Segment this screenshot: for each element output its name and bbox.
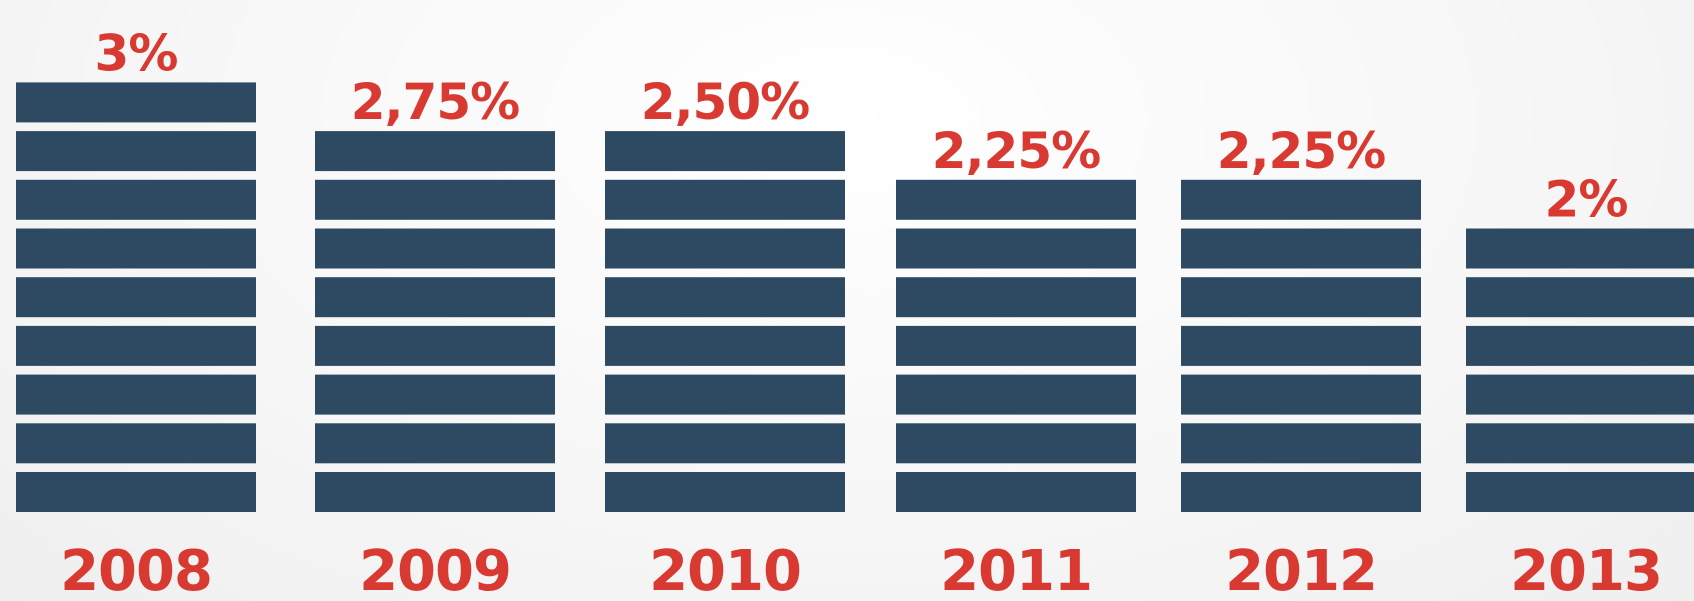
x-tick-label-2012: 2012 [1225,539,1377,601]
data-label-2010: 2,50% [641,73,809,131]
bar-segment [605,277,845,318]
bar-2011 [896,179,1136,512]
bar-segment [1181,325,1421,366]
bar-2008 [16,82,256,512]
bar-segment [315,228,555,269]
bar-segment [16,228,256,269]
bar-segment [16,82,256,123]
bar-segment [315,374,555,415]
bar-segment [1181,277,1421,318]
bar-segment [605,472,845,512]
data-label-2011: 2,25% [932,122,1100,180]
bar-segment [1466,472,1694,512]
data-label-2008: 3% [95,24,178,82]
bar-segment [16,472,256,512]
bar-segment [896,277,1136,318]
bar-segment [605,228,845,269]
bar-segment [896,374,1136,415]
bar-segment [605,131,845,172]
bar-segment [605,423,845,464]
x-tick-label-2010: 2010 [649,539,801,601]
bar-segment [1181,472,1421,512]
x-tick-label-2009: 2009 [359,539,511,601]
bar-segment [315,423,555,464]
data-label-2009: 2,75% [351,73,519,131]
bar-segment [16,179,256,220]
labels-layer: 3% 2008 2,75% 2009 2,50% 2010 2,25% 2011 2,25% 20… [60,24,1663,601]
bar-segment [16,325,256,366]
bar-segment [16,131,256,172]
bar-segment [1181,179,1421,220]
x-tick-label-2013: 2013 [1510,539,1662,601]
bar-segment [896,179,1136,220]
bar-2012 [1181,179,1421,512]
bar-segment [896,472,1136,512]
bar-segment [896,423,1136,464]
bars-layer [16,82,1694,512]
bar-segment [16,423,256,464]
data-label-2012: 2,25% [1217,122,1385,180]
bar-segment [1181,374,1421,415]
bar-segment [605,179,845,220]
bar-segment [16,277,256,318]
bar-2013 [1466,228,1694,512]
bar-segment [1466,277,1694,318]
bar-segment [315,179,555,220]
bar-2010 [605,131,845,512]
bar-segment [605,325,845,366]
bar-segment [1466,374,1694,415]
bar-segment [315,277,555,318]
bar-segment [16,374,256,415]
bar-segment [896,325,1136,366]
x-tick-label-2011: 2011 [940,539,1092,601]
bar-2009 [315,131,555,512]
bar-segment [605,374,845,415]
x-tick-label-2008: 2008 [60,539,212,601]
bar-segment [1466,423,1694,464]
bar-segment [896,228,1136,269]
bar-segment [1466,228,1694,269]
bar-segment [1181,228,1421,269]
bar-segment [1181,423,1421,464]
data-label-2013: 2% [1545,171,1628,229]
bar-segment [315,131,555,172]
bar-segment [315,472,555,512]
bar-segment [1466,325,1694,366]
bar-segment [315,325,555,366]
